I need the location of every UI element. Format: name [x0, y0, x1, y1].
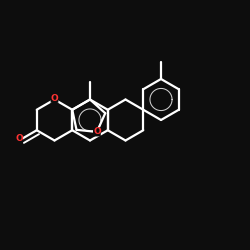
Text: O: O	[93, 128, 101, 136]
Text: O: O	[15, 134, 23, 143]
Text: O: O	[50, 94, 58, 103]
